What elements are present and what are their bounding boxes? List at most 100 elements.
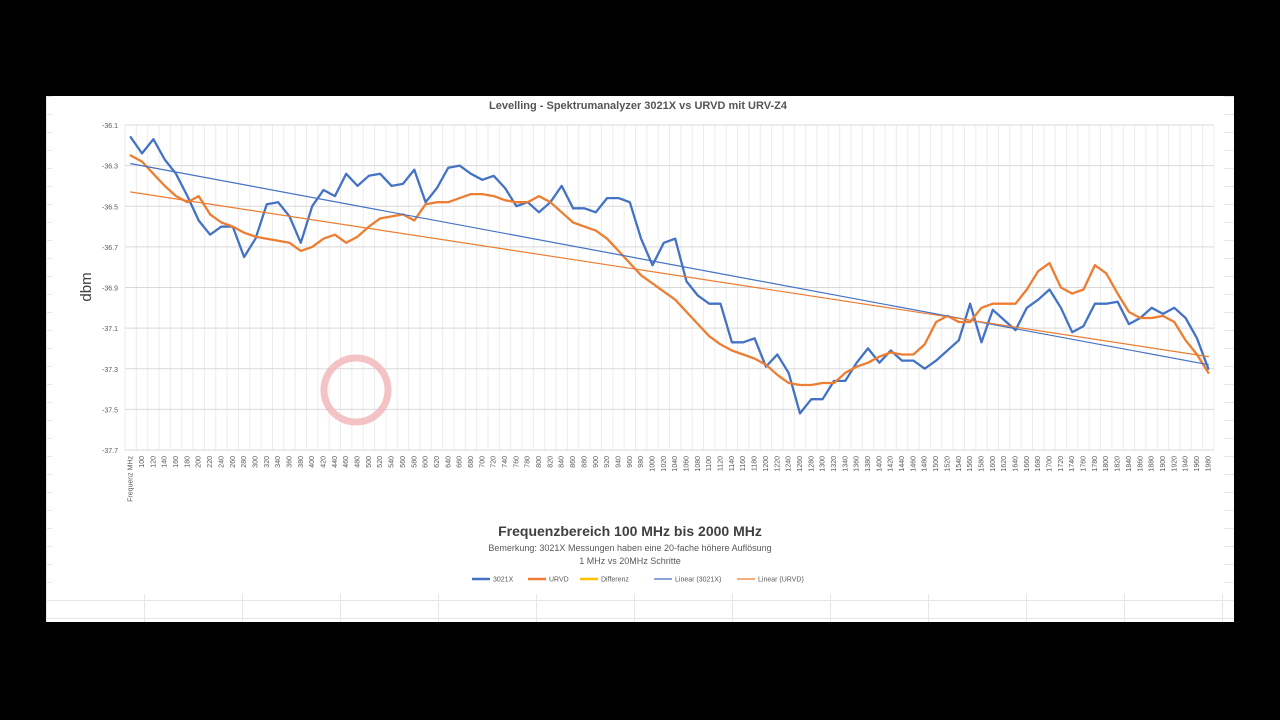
chart-note: Bemerkung: 3021X Messungen haben eine 20…: [488, 543, 771, 553]
x-tick-label: 1500: [933, 456, 940, 472]
x-tick-label: 1320: [831, 456, 838, 472]
x-tick-label: 220: [207, 456, 214, 468]
x-tick-label: 1460: [910, 456, 917, 472]
x-tick-label: 1640: [1012, 456, 1019, 472]
x-tick-label: 1940: [1183, 456, 1190, 472]
x-tick-label: 1760: [1081, 456, 1088, 472]
x-tick-label: 400: [309, 456, 316, 468]
chart-title: Levelling - Spektrumanalyzer 3021X vs UR…: [489, 100, 788, 112]
y-tick-label: -37.7: [102, 448, 118, 455]
x-tick-label: 660: [457, 456, 464, 468]
x-tick-label: 1120: [718, 456, 725, 471]
x-tick-label: 520: [377, 456, 384, 468]
chart-svg: Levelling - Spektrumanalyzer 3021X vs UR…: [78, 100, 1215, 584]
x-tick-label: 1200: [763, 456, 770, 472]
x-tick-label: 240: [218, 456, 225, 468]
x-tick-label: 860: [570, 456, 577, 468]
x-tick-label: 960: [627, 456, 634, 468]
x-tick-label: 1080: [695, 456, 702, 472]
x-tick-label: 340: [275, 456, 282, 468]
x-axis-label: Frequenz MHz: [128, 456, 135, 502]
x-tick-label: 1340: [842, 456, 849, 472]
x-tick-label: 1820: [1115, 456, 1122, 472]
legend-label: 3021X: [493, 577, 514, 584]
x-tick-label: 360: [286, 456, 293, 468]
x-tick-label: 700: [479, 456, 486, 468]
x-tick-label: 540: [389, 456, 396, 468]
legend-label: URVD: [549, 577, 569, 584]
y-tick-label: -37.1: [102, 326, 118, 333]
chart-area[interactable]: Levelling - Spektrumanalyzer 3021X vs UR…: [52, 96, 1224, 594]
x-tick-label: 1060: [684, 456, 691, 472]
x-tick-label: 1240: [786, 456, 793, 472]
x-tick-label: 1520: [944, 456, 951, 472]
x-tick-label: 880: [581, 456, 588, 468]
x-tick-label: 260: [230, 456, 237, 468]
x-tick-label: 1180: [752, 456, 759, 471]
x-tick-label: 380: [298, 456, 305, 468]
x-tick-label: 940: [615, 456, 622, 468]
x-tick-label: 1720: [1058, 456, 1065, 472]
x-tick-label: 200: [196, 456, 203, 468]
x-tick-label: 760: [513, 456, 520, 468]
cursor-highlight-ring: [320, 354, 392, 426]
x-tick-label: 120: [150, 456, 157, 468]
series-line-3021x: [129, 136, 1210, 415]
x-tick-label: 1440: [899, 456, 906, 472]
x-tick-label: 1960: [1194, 456, 1201, 472]
x-tick-label: 1580: [978, 456, 985, 472]
x-tick-label: 420: [321, 456, 328, 468]
x-tick-label: 1620: [1001, 456, 1008, 472]
x-tick-label: 1220: [774, 456, 781, 472]
x-tick-label: 1780: [1092, 456, 1099, 472]
x-tick-label: 740: [502, 456, 509, 468]
x-tick-label: 300: [252, 456, 259, 468]
x-tick-label: 140: [162, 456, 169, 468]
x-tick-label: 1040: [672, 456, 679, 472]
y-tick-label: -37.5: [102, 407, 118, 414]
x-tick-label: 900: [593, 456, 600, 468]
x-tick-label: 780: [525, 456, 532, 468]
legend-label: Linear (3021X): [675, 577, 721, 584]
x-tick-label: 1800: [1103, 456, 1110, 472]
x-tick-label: 640: [445, 456, 452, 468]
x-tick-label: 500: [366, 456, 373, 468]
series-line-linear-3021x-: [130, 163, 1209, 366]
y-axis-label: dbm: [78, 272, 95, 301]
x-tick-label: 1360: [854, 456, 861, 472]
series-line-urvd: [129, 154, 1210, 387]
x-tick-label: 280: [241, 456, 248, 468]
x-tick-label: 1140: [729, 456, 736, 471]
x-tick-label: 1380: [865, 456, 872, 472]
x-tick-label: 620: [434, 456, 441, 468]
x-tick-label: 320: [264, 456, 271, 468]
legend-label: Linear (URVD): [758, 577, 804, 584]
x-tick-label: 720: [491, 456, 498, 468]
x-tick-label: 680: [468, 456, 475, 468]
y-tick-label: -36.9: [102, 286, 118, 293]
x-tick-label: 1160: [740, 456, 747, 471]
x-tick-label: 160: [173, 456, 180, 468]
x-tick-label: 1660: [1024, 456, 1031, 472]
x-tick-label: 1100: [706, 456, 713, 471]
x-tick-label: 1560: [967, 456, 974, 472]
x-tick-label: 1900: [1160, 456, 1167, 472]
x-tick-label: 1540: [956, 456, 963, 472]
x-tick-label: 440: [332, 456, 339, 468]
y-tick-label: -36.5: [102, 204, 118, 211]
x-tick-label: 1000: [649, 456, 656, 472]
x-tick-label: 460: [343, 456, 350, 468]
legend-label: Differenz: [601, 577, 629, 584]
x-tick-label: 1280: [808, 456, 815, 472]
x-tick-label: 1680: [1035, 456, 1042, 472]
x-tick-label: 560: [400, 456, 407, 468]
x-axis-title: Frequenzbereich 100 MHz bis 2000 MHz: [498, 523, 762, 539]
chart-note: 1 MHz vs 20MHz Schritte: [579, 556, 681, 566]
y-tick-label: -36.3: [102, 164, 118, 171]
x-tick-label: 1840: [1126, 456, 1133, 472]
x-tick-label: 820: [547, 456, 554, 468]
x-tick-label: 580: [411, 456, 418, 468]
x-tick-label: 180: [184, 456, 191, 468]
x-tick-label: 1920: [1171, 456, 1178, 472]
x-tick-label: 100: [139, 456, 146, 468]
